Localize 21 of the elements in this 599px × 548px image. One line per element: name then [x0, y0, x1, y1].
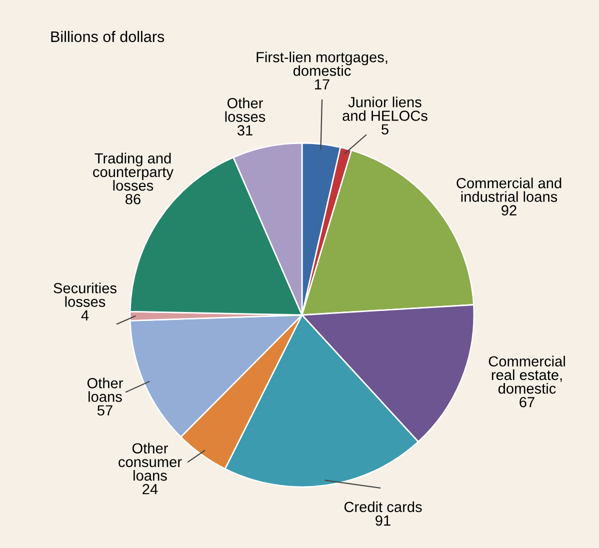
chart-title: Billions of dollars	[51, 30, 164, 42]
slice-label: Securities losses	[54, 282, 116, 307]
data-label: 92	[502, 205, 516, 216]
slice-label: First-lien mortgages, domestic	[256, 52, 388, 76]
slice-label: Trading and counterparty losses	[93, 152, 174, 191]
data-label: 5	[382, 124, 388, 135]
data-label: 31	[237, 125, 252, 136]
data-label: 57	[97, 405, 112, 416]
data-label: 91	[376, 515, 390, 526]
data-label: 4	[81, 310, 89, 320]
slice-label: Other losses	[225, 98, 266, 122]
slice-label: Credit cards	[344, 501, 422, 512]
slice-label: Commercial and industrial loans	[456, 178, 562, 202]
slice-label: Commercial real estate, domestic	[488, 356, 565, 394]
data-label: 67	[520, 396, 534, 408]
data-label: 17	[315, 79, 330, 90]
slice-label: Other loans	[87, 378, 123, 402]
data-label: 86	[126, 194, 140, 204]
slice-label: Junior liens and HELOCs	[342, 96, 428, 121]
slice-label: Other consumer loans	[118, 442, 182, 481]
data-label: 24	[142, 484, 158, 494]
